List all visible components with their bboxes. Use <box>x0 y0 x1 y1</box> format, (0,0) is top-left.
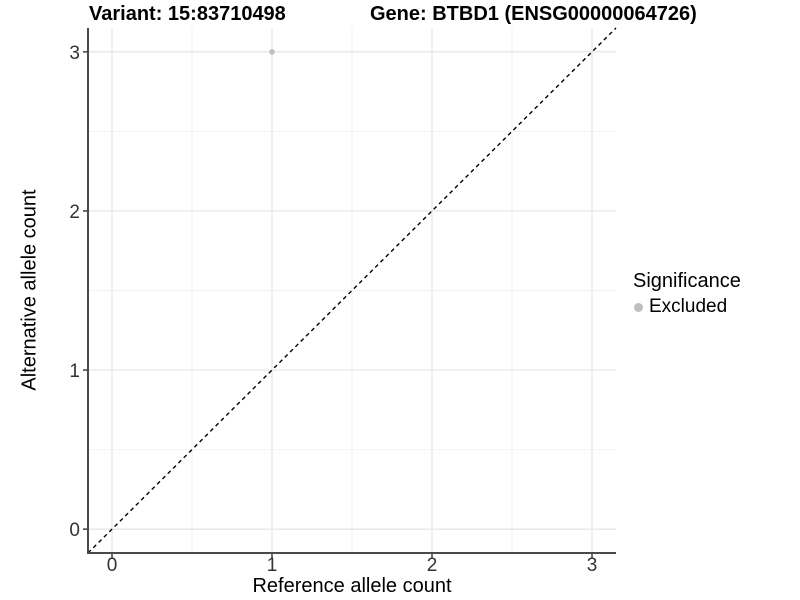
legend-key-dot-icon <box>634 302 643 312</box>
legend-entry-label: Excluded <box>649 296 728 317</box>
x-tick-label: 2 <box>427 555 438 576</box>
x-axis-title: Reference allele count <box>252 575 452 597</box>
variant-title: Variant: 15:83710498 <box>89 3 286 25</box>
x-tick-label: 0 <box>107 555 118 576</box>
y-tick-label: 1 <box>69 361 80 382</box>
legend-title: Significance <box>633 270 741 292</box>
x-tick-label: 3 <box>587 555 598 576</box>
legend: Significance Excluded <box>633 270 741 318</box>
x-tick-label: 1 <box>267 555 278 576</box>
y-tick-label: 0 <box>69 520 80 541</box>
gene-title: Gene: BTBD1 (ENSG00000064726) <box>370 3 697 25</box>
legend-entry-excluded: Excluded <box>634 296 741 318</box>
y-axis-title: Alternative allele count <box>18 189 41 391</box>
y-tick-label: 3 <box>69 43 80 64</box>
data-point <box>269 49 275 55</box>
y-tick-label: 2 <box>69 202 80 223</box>
